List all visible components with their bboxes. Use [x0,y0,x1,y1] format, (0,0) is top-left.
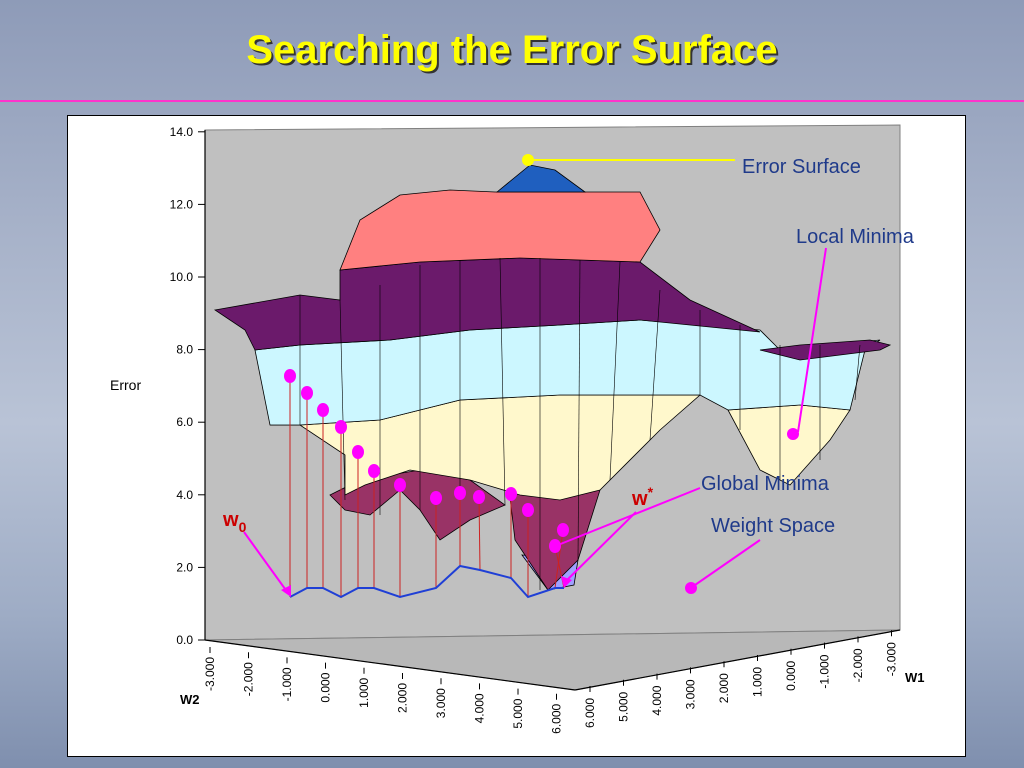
search-marker [505,487,517,501]
error-surface-label: Error Surface [742,156,861,178]
error-surface-point [522,154,534,166]
drop-line [478,496,481,571]
local-minima-label: Local Minima [796,226,915,248]
w1-tick-label: 1.000 [751,667,765,697]
search-marker [368,464,380,478]
w0-sub: 0 [239,519,247,535]
z-tick-label: 14.0 [170,125,194,139]
search-marker [394,478,406,492]
z-tick-label: 8.0 [176,343,193,357]
search-marker [522,503,534,517]
search-marker [301,386,313,400]
w0-arrow [243,531,289,594]
z-tick-label: 12.0 [170,197,194,211]
search-marker [473,490,485,504]
weight-space-leader [694,539,761,586]
z-tick-label: 4.0 [176,488,193,502]
surface-band [339,189,661,271]
wstar-arrowhead [561,576,572,588]
w1-tick-label: -3.000 [885,642,899,676]
z-tick-label: 10.0 [170,270,194,284]
mesh-line [609,261,621,481]
surface-band [759,339,892,361]
search-marker [335,420,347,434]
title-rule [0,100,1024,102]
surface-band [213,257,761,351]
weight-space-label: Weight Space [711,515,835,537]
mesh-line [854,344,861,401]
mesh-line [339,299,346,501]
w2-tick-label: 4.000 [473,693,487,723]
wstar-base: w [631,488,648,510]
w0-base: w [222,509,239,531]
search-markers [284,369,569,553]
z-tick-label: 2.0 [176,560,193,574]
w2-tick-label: 3.000 [434,688,448,718]
search-marker [430,491,442,505]
w0-arrowhead [281,585,291,597]
local-minima-leader [797,247,827,433]
w1-tick-label: -1.000 [818,654,832,688]
error-surface [213,164,892,591]
global-minima-label: Global Minima [701,473,830,495]
weight-space-point [685,582,697,594]
mesh-line [577,259,581,561]
surface-band [495,164,587,193]
drop-lines [289,376,565,597]
w2-axis-line [204,639,576,691]
w1-tick-label: -2.000 [851,648,865,682]
y-axis-label: W2 [180,692,200,707]
search-marker [284,369,296,383]
w2-tick-label: 0.000 [319,672,333,702]
z-axis-label: Error [110,377,141,393]
wstar-arrow-floor [563,511,637,584]
w1-tick-label: 5.000 [617,691,631,721]
z-tick-label: 0.0 [176,633,193,647]
weight-space-path [289,564,564,599]
wstar-sup: * [648,484,654,500]
w2-tick-label: 5.000 [511,698,525,728]
search-marker [549,539,561,553]
w1-tick-label: 3.000 [684,679,698,709]
w1-tick-label: 2.000 [717,673,731,703]
w2-tick-label: -1.000 [280,667,294,701]
local-minima-point [787,428,799,440]
w2-tick-label: -3.000 [203,657,217,691]
drop-line [554,529,564,589]
w0-label: w0 [222,509,247,535]
z-tick-label: 6.0 [176,415,193,429]
w1-tick-label: 6.000 [583,698,597,728]
x-axis-label: W1 [905,670,925,685]
slide-title: Searching the Error Surface [246,28,778,72]
mesh-line [499,257,506,506]
w2-tick-label: 6.000 [550,703,564,733]
wstar-arrow-surface [557,487,701,546]
wstar-label: w* [631,484,654,510]
search-marker [454,486,466,500]
search-marker [352,445,364,459]
axes: 0.0 2.0 4.0 6.0 8.0 10.0 12.0 14.0 -3.000 -2.000 -… [170,125,901,734]
search-marker [557,523,569,537]
w2-tick-label: 2.000 [396,683,410,713]
search-marker [317,403,329,417]
w1-tick-label: 4.000 [650,685,664,715]
mesh-line [649,289,661,441]
w2-tick-label: -2.000 [242,662,256,696]
w1-tick-label: 0.000 [784,660,798,690]
w1-axis-line [574,629,901,691]
w2-tick-label: 1.000 [357,677,371,707]
